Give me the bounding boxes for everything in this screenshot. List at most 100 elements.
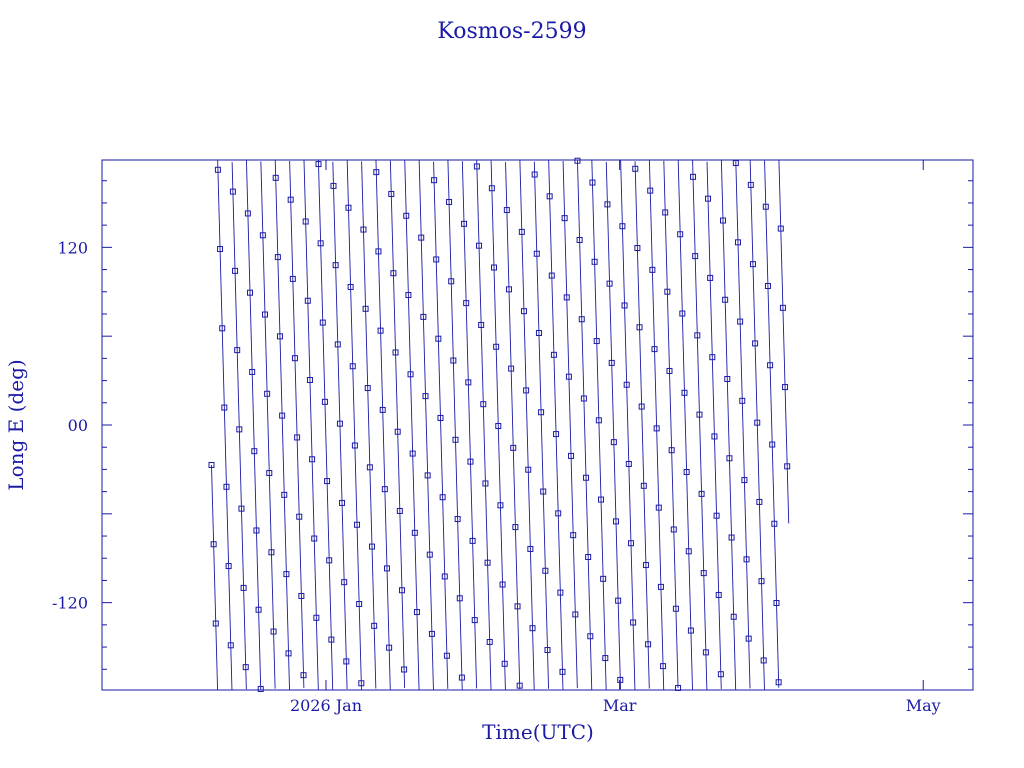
data-point (775, 679, 782, 686)
data-point (484, 559, 491, 566)
data-point (480, 401, 487, 408)
series-line (217, 160, 233, 691)
data-point (518, 228, 525, 235)
data-point (407, 371, 414, 378)
data-point (625, 460, 632, 467)
data-point (734, 239, 741, 246)
data-point (379, 406, 386, 413)
data-point (615, 597, 622, 604)
data-point (422, 393, 429, 400)
data-point (304, 297, 311, 304)
x-axis-label: Time(UTC) (482, 720, 594, 744)
data-point (602, 655, 609, 662)
data-point (396, 507, 403, 514)
data-point (514, 603, 521, 610)
data-point (533, 250, 540, 257)
data-point (540, 488, 547, 495)
data-point (259, 232, 266, 239)
data-point (508, 365, 515, 372)
data-point (302, 218, 309, 225)
data-point (741, 477, 748, 484)
data-point (634, 245, 641, 252)
series-line (749, 159, 765, 690)
data-point (589, 179, 596, 186)
data-point (306, 377, 313, 384)
series-line (692, 160, 708, 691)
tick-labels: 120 00 -120 2026 Jan Mar May (52, 238, 941, 715)
series-line (461, 161, 478, 689)
data-point (608, 359, 615, 366)
series-line (576, 159, 593, 690)
data-point (503, 207, 510, 214)
data-point (510, 444, 517, 451)
series-line (231, 162, 247, 690)
data-point (465, 379, 472, 386)
data-point (499, 581, 506, 588)
data-point (339, 499, 346, 506)
data-point (443, 652, 450, 659)
plot-area (208, 157, 791, 692)
series-line (211, 464, 219, 690)
data-point (418, 234, 425, 241)
data-point (291, 355, 298, 362)
data-point (238, 505, 245, 512)
data-point (627, 540, 634, 547)
data-point (764, 282, 771, 289)
data-point (702, 649, 709, 656)
data-point (403, 212, 410, 219)
data-point (420, 313, 427, 320)
data-point (236, 426, 243, 433)
data-point (476, 242, 483, 249)
data-point (244, 210, 251, 217)
data-point (377, 327, 384, 334)
data-point (251, 448, 258, 455)
data-point (351, 442, 358, 449)
series-line (476, 159, 492, 690)
data-point (583, 474, 590, 481)
data-point (398, 587, 405, 594)
data-point (677, 231, 684, 238)
data-point (321, 398, 328, 405)
data-point (598, 496, 605, 503)
data-point (707, 274, 714, 281)
series-line (346, 159, 362, 691)
data-point (563, 294, 570, 301)
data-point (660, 663, 667, 670)
data-point (281, 491, 288, 498)
data-point (737, 318, 744, 325)
data-point (324, 478, 331, 485)
series-line (634, 161, 650, 689)
data-point (732, 160, 739, 167)
data-point (630, 619, 637, 626)
data-point (317, 240, 324, 247)
series-line (260, 161, 276, 689)
data-point (223, 483, 230, 490)
data-point (570, 532, 577, 539)
y-tick-label: 00 (68, 416, 88, 435)
series-line (620, 159, 636, 691)
data-point (463, 300, 470, 307)
series-line (548, 159, 564, 691)
data-point (473, 163, 480, 170)
series-line (562, 160, 578, 689)
series-line (605, 161, 621, 690)
data-point (619, 223, 626, 230)
data-point (214, 166, 221, 173)
data-point (690, 173, 697, 180)
data-point (452, 436, 459, 443)
data-point (448, 278, 455, 285)
data-point (428, 630, 435, 637)
data-point (739, 397, 746, 404)
series-line (519, 160, 535, 691)
data-point (752, 340, 759, 347)
data-point (576, 236, 583, 243)
data-point (621, 302, 628, 309)
data-point (276, 333, 283, 340)
data-point (210, 541, 217, 548)
data-point (546, 193, 553, 200)
series-line (735, 161, 751, 689)
data-point (565, 373, 572, 380)
data-point (257, 685, 264, 692)
data-point (572, 611, 579, 618)
data-point (469, 537, 476, 544)
